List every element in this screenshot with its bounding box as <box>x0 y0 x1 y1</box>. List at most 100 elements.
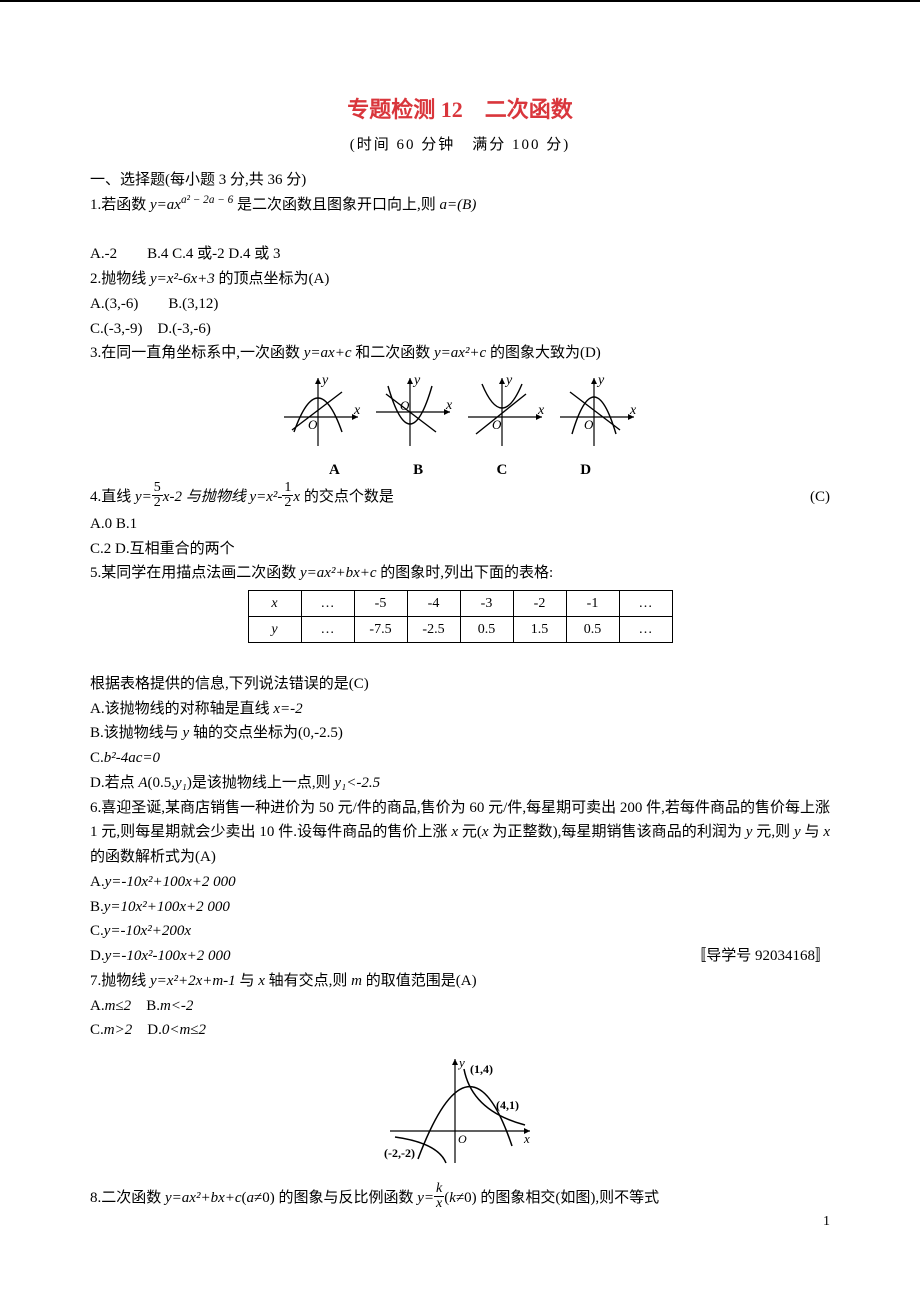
text: C. <box>90 923 104 939</box>
cell: … <box>619 617 672 643</box>
text: C. <box>90 1022 104 1038</box>
q6-optA: A.y=-10x²+100x+2 000 <box>90 870 830 895</box>
option: D.(-3,-6) <box>158 321 211 337</box>
cell: … <box>619 591 672 617</box>
text: 的图象相交(如图),则不等式 <box>477 1190 660 1206</box>
expr: m <box>351 973 362 989</box>
page-title: 专题检测 12 二次函数 <box>90 92 830 128</box>
svg-text:x: x <box>537 403 545 418</box>
expr: x <box>823 824 830 840</box>
text: 元( <box>458 824 482 840</box>
option: C.4 或-2 <box>172 246 225 262</box>
svg-text:O: O <box>308 417 318 432</box>
text: 与 <box>236 973 259 989</box>
q5-optC: C.b²-4ac=0 <box>90 746 830 771</box>
graph-b: y x O <box>370 372 458 452</box>
q1-stem: 1.若函数 y=axa² − 2a − 6 是二次函数且图象开口向上,则 a=(… <box>90 193 830 218</box>
option: A.0 <box>90 516 112 532</box>
expr: y=10x²+100x+2 000 <box>104 899 230 915</box>
expr: x <box>482 824 489 840</box>
option: A.-2 <box>90 246 117 262</box>
denominator: 2 <box>152 496 163 510</box>
q5-lead: 根据表格提供的信息,下列说法错误的是(C) <box>90 672 830 697</box>
text: B. <box>146 998 160 1014</box>
text: D. <box>147 1022 162 1038</box>
cell: y <box>248 617 301 643</box>
option: B.4 <box>147 246 168 262</box>
page-subtitle: (时间 60 分钟 满分 100 分) <box>90 133 830 158</box>
expr: xa² − 2a − 6 <box>174 197 233 213</box>
q6-optC: C.y=-10x²+200x <box>90 919 830 944</box>
q6-stem: 6.喜迎圣诞,某商店销售一种进价为 50 元/件的商品,售价为 60 元/件,每… <box>90 796 830 870</box>
q5-stem: 5.某同学在用描点法画二次函数 y=ax²+bx+c 的图象时,列出下面的表格: <box>90 561 830 586</box>
q3-stem: 3.在同一直角坐标系中,一次函数 y=ax+c 和二次函数 y=ax²+c 的图… <box>90 341 830 366</box>
expr: y=ax²+bx+c <box>300 565 377 581</box>
svg-text:y: y <box>596 373 605 388</box>
expr: y=-10x²+200x <box>104 923 191 939</box>
expr: y=ax+c <box>304 345 352 361</box>
expr: y₁ <box>175 775 187 791</box>
text: A. <box>90 998 105 1014</box>
origin-label: O <box>458 1132 467 1146</box>
table-row: y … -7.5 -2.5 0.5 1.5 0.5 … <box>248 617 672 643</box>
expr: y=ax²+bx+c <box>165 1190 242 1206</box>
q5-table: x … -5 -4 -3 -2 -1 … y … -7.5 -2.5 0.5 1… <box>248 590 673 643</box>
text: 的图象时,列出下面的表格: <box>377 565 554 581</box>
q8-stem: 8.二次函数 y=ax²+bx+c(a≠0) 的图象与反比例函数 y=kx(k≠… <box>90 1184 830 1213</box>
graph-label: A <box>294 458 374 483</box>
cell: -1 <box>566 591 619 617</box>
text: 是二次函数且图象开口向上,则 <box>233 197 439 213</box>
cell: 0.5 <box>460 617 513 643</box>
q4-stem: 4.直线 y=52x-2 与抛物线 y=x²-12x 的交点个数是 <box>90 483 394 512</box>
table-row: x … -5 -4 -3 -2 -1 … <box>248 591 672 617</box>
q2-options-row2: C.(-3,-9) D.(-3,-6) <box>90 317 830 342</box>
q3-graphs: y x O y x O y x O y x O <box>90 372 830 452</box>
graph-label: D <box>546 458 626 483</box>
expr: y=ax²+c <box>434 345 486 361</box>
expr: y=x²-6x+3 <box>150 271 215 287</box>
text: D. <box>90 948 105 964</box>
option: B.1 <box>116 516 137 532</box>
expr: m≤2 <box>105 998 132 1014</box>
text: )是该抛物线上一点,则 <box>187 775 335 791</box>
svg-text:x: x <box>353 403 361 418</box>
q7-options-row1: A.m≤2 B.m<-2 <box>90 994 830 1019</box>
text: 1.若函数 <box>90 197 150 213</box>
graph-label: B <box>378 458 458 483</box>
text: 为正整数),每星期销售该商品的利润为 <box>489 824 746 840</box>
q6-optD-row: D.y=-10x²-100x+2 000 〚导学号 92034168〛 <box>90 944 830 969</box>
expr: m<-2 <box>160 998 193 1014</box>
paren: (k≠0) <box>444 1190 476 1206</box>
expr: y=-10x²-100x+2 000 <box>105 948 231 964</box>
cell: 1.5 <box>513 617 566 643</box>
page-number: 1 <box>823 1210 830 1233</box>
numerator: k <box>434 1182 444 1197</box>
svg-text:y: y <box>320 373 329 388</box>
q4-options-row1: A.0 B.1 <box>90 512 830 537</box>
cell: -5 <box>354 591 407 617</box>
numerator: 1 <box>282 481 293 496</box>
fraction: 52 <box>152 481 163 510</box>
q5-optA: A.该抛物线的对称轴是直线 x=-2 <box>90 697 830 722</box>
expr: y₁<-2.5 <box>334 775 380 791</box>
q6-optD: D.y=-10x²-100x+2 000 <box>90 944 231 969</box>
option: B.(3,12) <box>168 296 218 312</box>
fraction: kx <box>434 1182 444 1211</box>
cell: … <box>301 591 354 617</box>
numerator: 5 <box>152 481 163 496</box>
q5-optB: B.该抛物线与 y 轴的交点坐标为(0,-2.5) <box>90 721 830 746</box>
cell: 0.5 <box>566 617 619 643</box>
x-label: x <box>523 1131 530 1146</box>
section-heading: 一、选择题(每小题 3 分,共 36 分) <box>90 168 830 193</box>
q8-figure: y x O (1,4) (4,1) (-2,-2) <box>90 1051 830 1180</box>
text: 8.二次函数 <box>90 1190 165 1206</box>
q4-stem-row: 4.直线 y=52x-2 与抛物线 y=x²-12x 的交点个数是 (C) <box>90 483 830 512</box>
cell: -2.5 <box>407 617 460 643</box>
option: C.(-3,-9) <box>90 321 143 337</box>
denominator: 2 <box>282 496 293 510</box>
text: 的交点个数是 <box>300 489 394 505</box>
text: 的图象与反比例函数 <box>275 1190 418 1206</box>
option: D.互相重合的两个 <box>115 541 235 557</box>
graph-a: y x O <box>278 372 366 452</box>
svg-text:y: y <box>412 373 421 388</box>
